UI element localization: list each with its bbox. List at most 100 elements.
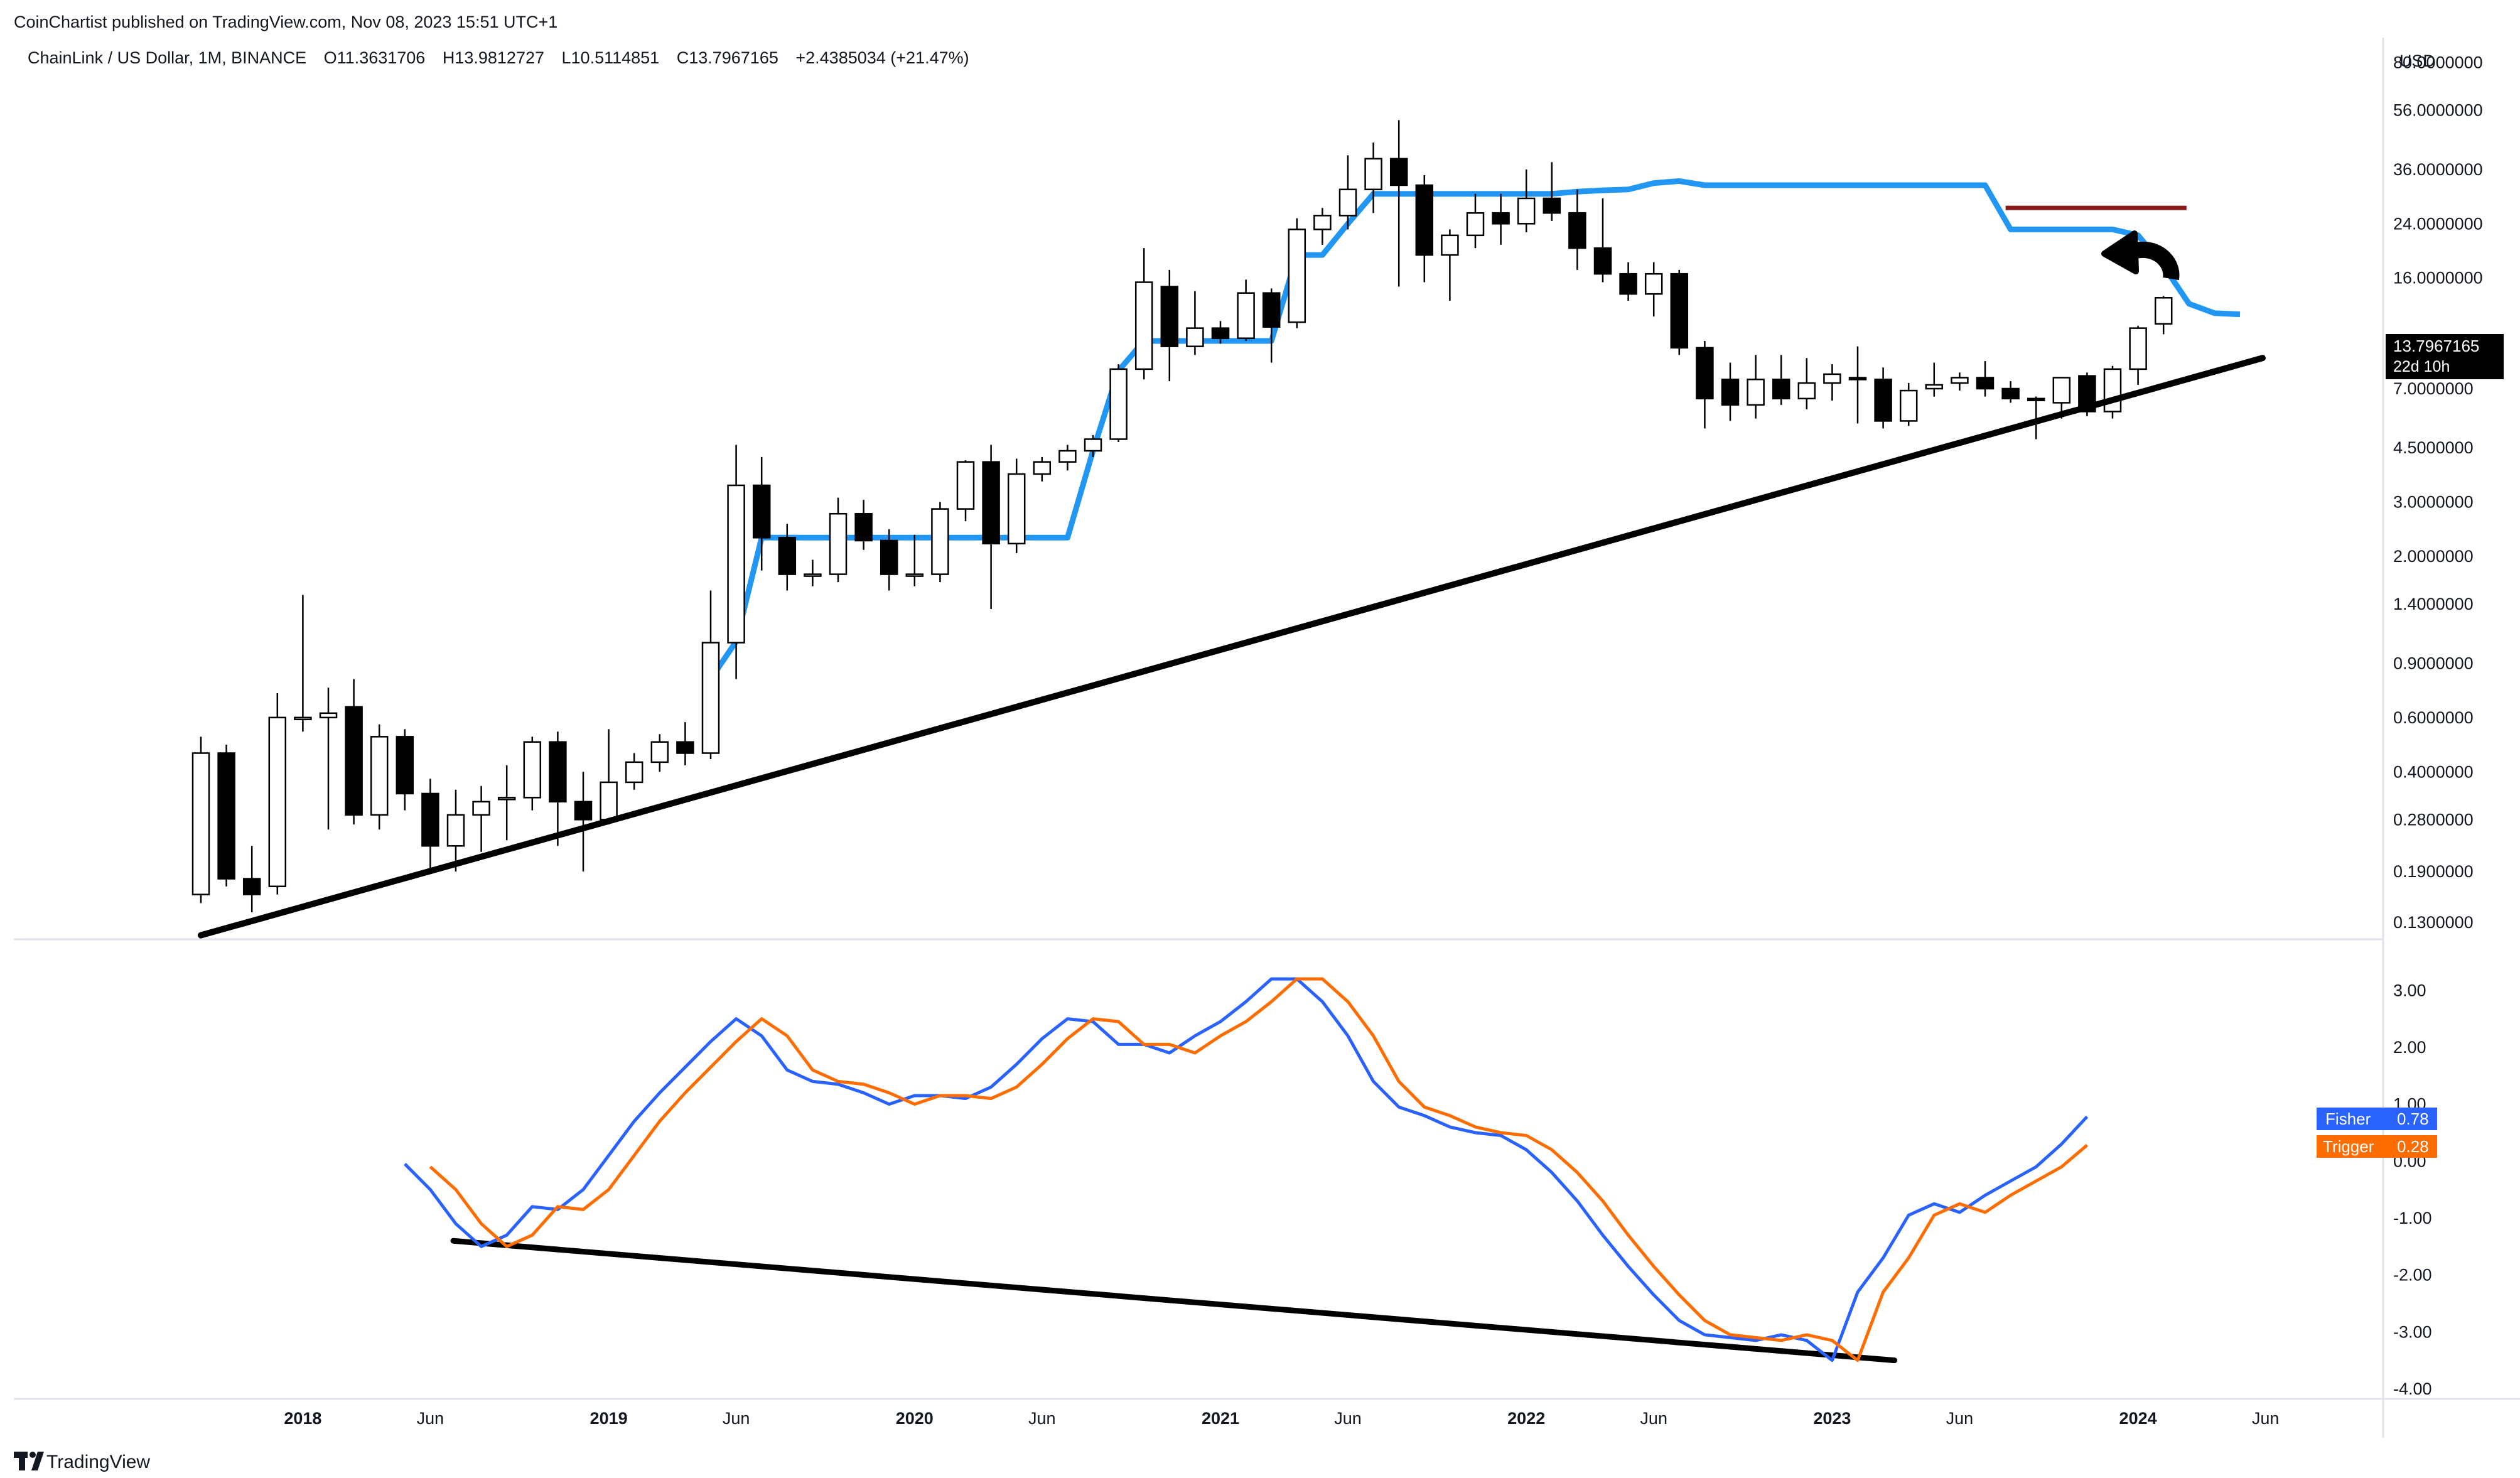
candle-up (1237, 279, 1255, 341)
candle-body (549, 741, 567, 803)
time-axis: 2018 Jun 2019 Jun 2020 Jun 2021 Jun 2022 Jun 2023 J… (284, 1409, 2279, 1428)
indicator-tick-label: -2.00 (2393, 1266, 2432, 1285)
time-tick-label: 2021 (1202, 1409, 1239, 1428)
candle-up (829, 497, 848, 583)
candle-body (2154, 297, 2173, 325)
candle-body (1721, 379, 1740, 406)
candle-body (829, 512, 848, 575)
candle-up (2052, 377, 2071, 419)
candle-down (1543, 162, 1561, 221)
candle-up (497, 765, 516, 841)
time-tick-label: 2019 (590, 1409, 628, 1428)
ohlc-low: L10.5114851 (562, 48, 660, 67)
candle-up (956, 460, 975, 522)
candle-body (1313, 215, 1332, 230)
price-tick-label: 3.0000000 (2393, 493, 2474, 512)
trigger-legend: Trigger 0.28 (2317, 1135, 2437, 1158)
ohlc-high: H13.9812727 (443, 48, 544, 67)
symbol-name: ChainLink / US Dollar, 1M, BINANCE (28, 48, 306, 67)
fisher-transform-layer (404, 977, 2089, 1364)
candle-body (1874, 379, 1892, 422)
currency-button[interactable]: USD (2386, 45, 2507, 78)
price-tick-label: 24.0000000 (2393, 214, 2483, 233)
candle-body (676, 741, 694, 754)
candle-body (650, 741, 669, 763)
candle-body (1568, 212, 1586, 249)
candle-body (1543, 197, 1561, 214)
candle-up (1084, 434, 1102, 457)
candle-body (880, 539, 898, 575)
candle-body (905, 573, 924, 577)
ohlc-close: C13.7967165 (677, 48, 778, 67)
candle-down (752, 456, 771, 571)
candle-body (752, 484, 771, 539)
candle-body (1976, 377, 1995, 390)
tradingview-brand-text: TradingView (46, 1452, 150, 1472)
candle-up (650, 734, 669, 772)
candle-body (1593, 247, 1612, 275)
candle-body (2103, 368, 2122, 413)
price-tick-label: 4.5000000 (2393, 438, 2474, 457)
candle-down (1772, 355, 1790, 405)
candle-body (1237, 292, 1255, 339)
time-tick-label: Jun (1640, 1409, 1667, 1428)
trigger-legend-name-bg (2317, 1135, 2392, 1158)
candle-up (1338, 155, 1357, 230)
candle-body (523, 741, 542, 799)
support-trendline (198, 355, 2266, 939)
candle-down (1492, 193, 1510, 245)
candle-body (191, 752, 210, 895)
candle-up (1007, 458, 1026, 553)
candle-up (1033, 456, 1052, 482)
candle-up (1797, 358, 1816, 409)
candle-body (778, 537, 797, 575)
candle-body (1338, 188, 1357, 217)
candle-down (549, 731, 567, 846)
time-tick-label: 2023 (1813, 1409, 1851, 1428)
candle-down (778, 524, 797, 591)
price-tick-label: 56.0000000 (2393, 101, 2483, 120)
price-tick-label: 0.2800000 (2393, 810, 2474, 829)
candle-body (2052, 377, 2071, 404)
candle-down (242, 846, 261, 913)
candle-body (1517, 197, 1536, 225)
price-tick-label: 7.0000000 (2393, 379, 2474, 398)
trigger-line (429, 977, 2089, 1362)
candle-down (1593, 198, 1612, 283)
candle-body (2001, 387, 2020, 400)
candle-down (396, 729, 414, 811)
candle-body (701, 642, 720, 754)
currency-button-bg[interactable] (2386, 45, 2507, 78)
publisher-line: CoinChartist published on TradingView.co… (14, 13, 557, 31)
candle-up (600, 729, 618, 825)
candle-down (1160, 269, 1179, 382)
price-axis: 0.1300000 0.1900000 0.2800000 0.4000000 0.60… (2393, 53, 2483, 932)
tradingview-branding[interactable]: TradingView (14, 1452, 150, 1472)
candle-down (1721, 362, 1740, 421)
supertrend-layer (708, 178, 2241, 681)
candle-body (1696, 347, 1714, 400)
indicator-tick-label: -1.00 (2393, 1209, 2432, 1227)
ohlc-change: +2.4385034 (+21.47%) (795, 48, 969, 67)
candle-body (1007, 473, 1026, 545)
candle-up (1823, 364, 1841, 401)
time-tick-label: Jun (2252, 1409, 2280, 1428)
candle-body (600, 781, 618, 821)
candle-body (1772, 379, 1790, 400)
candle-body (1797, 382, 1816, 400)
candle-down (217, 745, 235, 887)
candle-body (804, 573, 822, 577)
price-tick-label: 0.6000000 (2393, 708, 2474, 727)
candle-up (319, 688, 338, 830)
candle-body (345, 706, 363, 816)
fisher-legend-value: 0.78 (2397, 1109, 2429, 1128)
candle-up (1466, 193, 1485, 249)
time-tick-label: 2018 (284, 1409, 321, 1428)
curved-arrow-left-icon (2101, 230, 2180, 281)
candle-up (446, 789, 465, 872)
candle-body (1415, 184, 1434, 256)
fisher-legend: Fisher 0.78 (2317, 1108, 2437, 1130)
indicator-tick-label: -3.00 (2393, 1322, 2432, 1341)
candle-down (1848, 346, 1867, 424)
